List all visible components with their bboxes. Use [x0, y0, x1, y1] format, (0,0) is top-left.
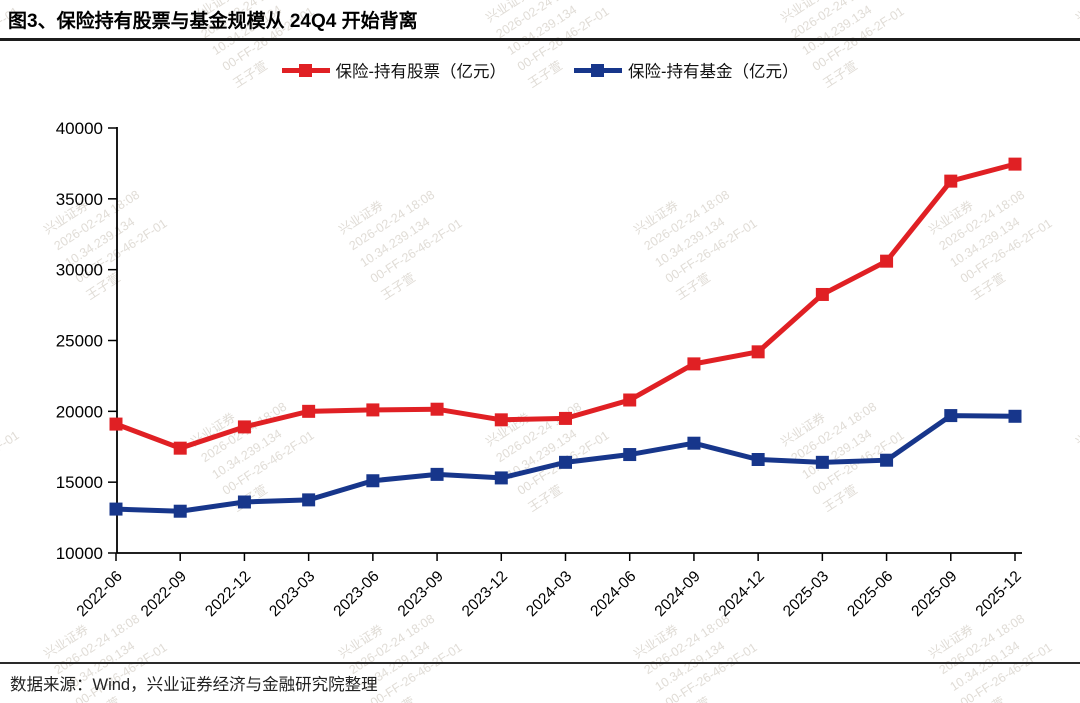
svg-text:2025-06: 2025-06: [844, 568, 896, 620]
svg-text:2023-06: 2023-06: [330, 568, 382, 620]
svg-text:2024-06: 2024-06: [587, 568, 639, 620]
chart-canvas: 10000 15000 20000 25000 30000 35000 40000 2022-…: [56, 119, 1025, 620]
figure-title: 图3、保险持有股票与基金规模从 24Q4 开始背离: [8, 11, 418, 32]
legend-item-stocks: 保险-持有股票（亿元）: [281, 58, 507, 82]
figure-footer: 数据来源：Wind，兴业证券经济与金融研究院整理: [0, 662, 1080, 695]
svg-text:40000: 40000: [56, 119, 103, 138]
svg-text:35000: 35000: [56, 190, 103, 209]
svg-text:15000: 15000: [56, 473, 103, 492]
funds-line-marker-icon: [574, 63, 622, 77]
footer-divider: [0, 662, 1080, 664]
svg-text:2025-03: 2025-03: [780, 568, 832, 620]
svg-text:2024-03: 2024-03: [523, 568, 575, 620]
svg-text:2023-09: 2023-09: [395, 568, 447, 620]
svg-text:2025-09: 2025-09: [908, 568, 960, 620]
data-source: 数据来源：Wind，兴业证券经济与金融研究院整理: [10, 676, 378, 694]
svg-text:2023-03: 2023-03: [266, 568, 318, 620]
legend-label-funds: 保险-持有基金（亿元）: [628, 63, 799, 81]
svg-text:30000: 30000: [56, 261, 103, 280]
legend-item-funds: 保险-持有基金（亿元）: [574, 58, 799, 82]
svg-text:2022-09: 2022-09: [138, 568, 190, 620]
line-chart: 10000 15000 20000 25000 30000 35000 40000 2022-…: [0, 95, 1080, 661]
svg-text:20000: 20000: [56, 402, 103, 421]
svg-text:10000: 10000: [56, 544, 103, 563]
svg-text:2022-06: 2022-06: [74, 568, 126, 620]
svg-text:2024-12: 2024-12: [716, 568, 768, 620]
svg-text:25000: 25000: [56, 332, 103, 351]
legend-label-stocks: 保险-持有股票（亿元）: [335, 63, 507, 81]
svg-text:2023-12: 2023-12: [459, 568, 511, 620]
title-divider: [0, 38, 1080, 41]
stocks-line-marker-icon: [281, 63, 330, 77]
chart-legend: 保险-持有股票（亿元） 保险-持有基金（亿元）: [0, 58, 1080, 82]
svg-text:2022-12: 2022-12: [202, 568, 254, 620]
svg-text:2025-12: 2025-12: [973, 568, 1025, 620]
figure-header: 图3、保险持有股票与基金规模从 24Q4 开始背离: [0, 0, 1080, 41]
svg-text:2024-09: 2024-09: [652, 568, 704, 620]
